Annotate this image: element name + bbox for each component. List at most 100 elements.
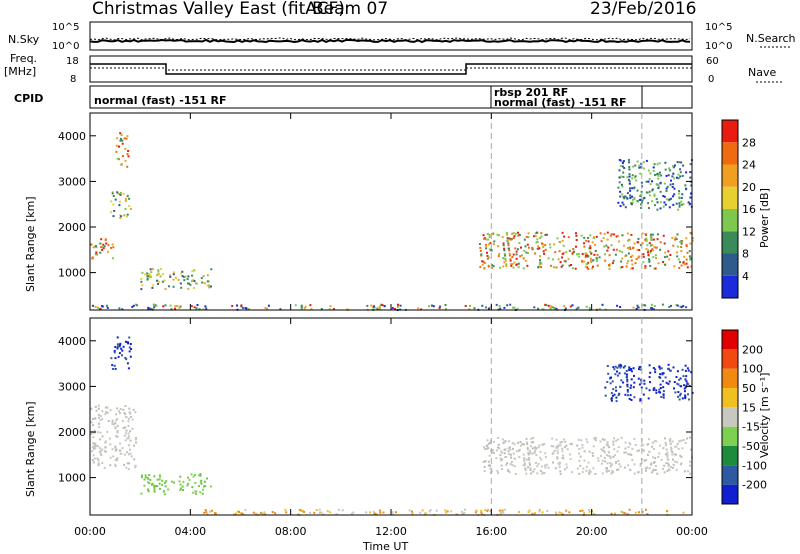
echo-cell [332,308,335,311]
echo-cell [684,386,687,389]
echo-cell [680,439,683,442]
echo-cell [654,440,657,443]
echo-cell [626,197,629,200]
echo-cell [496,233,499,236]
echo-cell [609,234,612,237]
echo-cell [203,485,205,488]
echo-cell [527,453,530,456]
echo-cell [653,387,656,390]
echo-cell [621,266,624,268]
echo-cell [485,247,488,250]
echo-cell [619,306,622,308]
echo-cell [609,457,612,459]
echo-cell [373,306,376,309]
echo-cell [672,366,675,369]
echo-cell [498,509,501,512]
echo-cell [397,303,399,306]
echo-cell [587,236,590,239]
colorbar-swatch [722,446,738,466]
echo-cell [119,192,122,195]
echo-cell [616,450,619,453]
echo-cell [304,305,307,308]
colorbar-tick-label: 8 [742,248,749,261]
echo-cell [624,255,627,258]
echo-cell [151,286,154,289]
echo-cell [668,258,671,261]
echo-cell [519,441,522,443]
echo-cell [161,483,164,486]
echo-cell [188,282,190,285]
echo-cell [637,377,640,380]
echo-cell [606,462,609,465]
echo-cell [662,372,665,375]
echo-cell [335,513,338,516]
echo-cell [511,232,514,235]
echo-cell [125,416,128,419]
echo-cell [121,420,124,423]
echo-cell [592,467,595,470]
echo-cell [94,442,97,445]
echo-cell [633,396,636,399]
echo-cell [475,509,478,512]
echo-cell [679,394,681,397]
echo-cell [657,233,659,236]
echo-cell [497,255,500,258]
echo-cell [530,441,533,444]
echo-cell [676,442,679,445]
echo-cell [617,234,620,237]
echo-cell [117,355,120,358]
echo-cell [610,233,613,236]
echo-cell [559,470,562,473]
echo-cell [618,372,621,375]
echo-cell [105,411,108,414]
echo-cell [513,306,516,309]
echo-cell [110,246,112,249]
echo-cell [643,382,646,385]
echo-cell [495,303,498,306]
echo-cell [620,175,623,178]
echo-cell [592,265,594,268]
echo-cell [623,197,626,200]
echo-cell [119,449,122,452]
echo-cell [189,283,192,286]
echo-cell [373,305,375,308]
echo-cell [567,236,570,239]
echo-cell [97,404,100,407]
echo-cell [595,260,598,263]
colorbar-tick-label: 15 [742,401,756,414]
echo-cell [141,476,143,479]
echo-cell [662,234,665,237]
echo-cell [509,259,512,262]
echo-cell [505,263,508,266]
echo-cell [658,388,661,391]
echo-cell [667,464,670,466]
echo-cell [120,137,122,140]
echo-cell [179,483,182,486]
echo-cell [591,267,594,270]
echo-cell [170,480,173,483]
echo-cell [557,462,560,465]
echo-cell [110,200,113,203]
echo-cell [91,450,94,453]
echo-cell [544,452,547,455]
echo-cell [685,171,688,174]
echo-cell [482,260,485,263]
echo-cell [643,196,646,199]
echo-cell [119,217,122,219]
echo-cell [511,256,514,258]
echo-cell [630,255,632,258]
echo-cell [633,186,636,189]
echo-cell [654,254,657,257]
echo-cell [589,250,591,253]
freq-line [90,63,692,75]
colorbar-swatch [722,186,738,209]
echo-cell [126,362,129,365]
echo-cell [622,171,625,174]
echo-cell [590,259,593,262]
echo-cell [648,260,651,263]
echo-cell [650,303,653,306]
echo-cell [486,510,489,513]
echo-cell [568,511,571,514]
echo-cell [544,244,547,247]
echo-cell [559,461,561,464]
